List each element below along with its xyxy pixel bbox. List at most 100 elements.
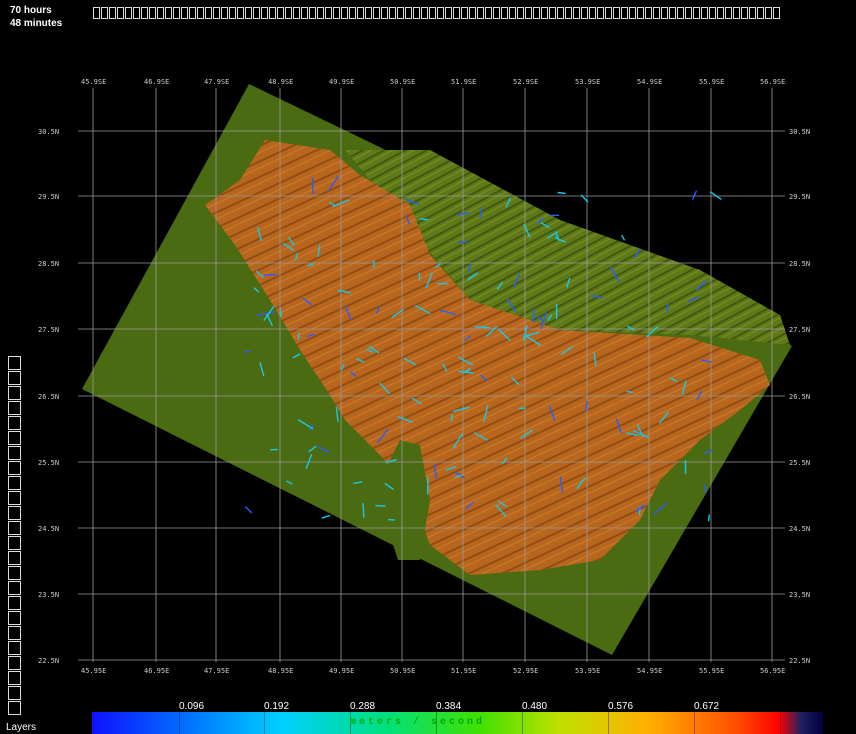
timeline-step[interactable] (293, 7, 300, 19)
timeline-step[interactable] (397, 7, 404, 19)
layer-step[interactable] (8, 506, 21, 520)
timeline-step[interactable] (373, 7, 380, 19)
timeline-step[interactable] (253, 7, 260, 19)
timeline-step[interactable] (141, 7, 148, 19)
layer-step[interactable] (8, 566, 21, 580)
timeline-step[interactable] (269, 7, 276, 19)
timeline-step[interactable] (565, 7, 572, 19)
timeline-step[interactable] (773, 7, 780, 19)
layer-step[interactable] (8, 611, 21, 625)
timeline-step[interactable] (637, 7, 644, 19)
timeline-step[interactable] (173, 7, 180, 19)
layer-step[interactable] (8, 356, 21, 370)
timeline-step[interactable] (709, 7, 716, 19)
timeline-step[interactable] (685, 7, 692, 19)
timeline-step[interactable] (117, 7, 124, 19)
timeline-step[interactable] (597, 7, 604, 19)
timeline-step[interactable] (109, 7, 116, 19)
timeline-step[interactable] (213, 7, 220, 19)
timeline-step[interactable] (485, 7, 492, 19)
timeline-step[interactable] (157, 7, 164, 19)
timeline-step[interactable] (285, 7, 292, 19)
timeline-step[interactable] (557, 7, 564, 19)
timeline-step[interactable] (525, 7, 532, 19)
timeline-step[interactable] (621, 7, 628, 19)
layer-step[interactable] (8, 416, 21, 430)
timeline-step[interactable] (493, 7, 500, 19)
timeline-step[interactable] (517, 7, 524, 19)
timeline-step[interactable] (309, 7, 316, 19)
timeline-step[interactable] (477, 7, 484, 19)
timeline-step[interactable] (757, 7, 764, 19)
layer-step[interactable] (8, 461, 21, 475)
layer-step[interactable] (8, 476, 21, 490)
timeline-step[interactable] (165, 7, 172, 19)
timeline-step[interactable] (605, 7, 612, 19)
layer-selector[interactable] (8, 356, 21, 716)
timeline-step[interactable] (413, 7, 420, 19)
timeline-step[interactable] (429, 7, 436, 19)
timeline-step[interactable] (573, 7, 580, 19)
timeline-step[interactable] (277, 7, 284, 19)
timeline-step[interactable] (629, 7, 636, 19)
timeline-step[interactable] (245, 7, 252, 19)
timeline-step[interactable] (357, 7, 364, 19)
timeline-step[interactable] (461, 7, 468, 19)
timeline-step[interactable] (661, 7, 668, 19)
timeline-scrubber[interactable] (93, 7, 781, 21)
layer-step[interactable] (8, 686, 21, 700)
timeline-step[interactable] (349, 7, 356, 19)
timeline-step[interactable] (197, 7, 204, 19)
layer-step[interactable] (8, 446, 21, 460)
timeline-step[interactable] (101, 7, 108, 19)
timeline-step[interactable] (125, 7, 132, 19)
timeline-step[interactable] (221, 7, 228, 19)
timeline-step[interactable] (205, 7, 212, 19)
timeline-step[interactable] (453, 7, 460, 19)
timeline-step[interactable] (717, 7, 724, 19)
timeline-step[interactable] (733, 7, 740, 19)
timeline-step[interactable] (133, 7, 140, 19)
layer-step[interactable] (8, 491, 21, 505)
layer-step[interactable] (8, 671, 21, 685)
timeline-step[interactable] (581, 7, 588, 19)
timeline-step[interactable] (701, 7, 708, 19)
layer-step[interactable] (8, 521, 21, 535)
timeline-step[interactable] (301, 7, 308, 19)
layer-step[interactable] (8, 596, 21, 610)
timeline-step[interactable] (725, 7, 732, 19)
layer-step[interactable] (8, 626, 21, 640)
timeline-step[interactable] (533, 7, 540, 19)
timeline-step[interactable] (333, 7, 340, 19)
layer-step[interactable] (8, 701, 21, 715)
layer-step[interactable] (8, 536, 21, 550)
timeline-step[interactable] (365, 7, 372, 19)
timeline-step[interactable] (381, 7, 388, 19)
timeline-step[interactable] (549, 7, 556, 19)
layer-step[interactable] (8, 551, 21, 565)
timeline-step[interactable] (741, 7, 748, 19)
timeline-step[interactable] (317, 7, 324, 19)
layer-step[interactable] (8, 386, 21, 400)
timeline-step[interactable] (93, 7, 100, 19)
timeline-step[interactable] (181, 7, 188, 19)
timeline-step[interactable] (469, 7, 476, 19)
timeline-step[interactable] (677, 7, 684, 19)
layer-step[interactable] (8, 641, 21, 655)
timeline-step[interactable] (341, 7, 348, 19)
timeline-step[interactable] (653, 7, 660, 19)
layer-step[interactable] (8, 371, 21, 385)
layer-step[interactable] (8, 401, 21, 415)
timeline-step[interactable] (445, 7, 452, 19)
timeline-step[interactable] (645, 7, 652, 19)
timeline-step[interactable] (589, 7, 596, 19)
timeline-step[interactable] (541, 7, 548, 19)
timeline-step[interactable] (613, 7, 620, 19)
timeline-step[interactable] (325, 7, 332, 19)
timeline-step[interactable] (421, 7, 428, 19)
layer-step[interactable] (8, 656, 21, 670)
timeline-step[interactable] (693, 7, 700, 19)
timeline-step[interactable] (765, 7, 772, 19)
timeline-step[interactable] (389, 7, 396, 19)
